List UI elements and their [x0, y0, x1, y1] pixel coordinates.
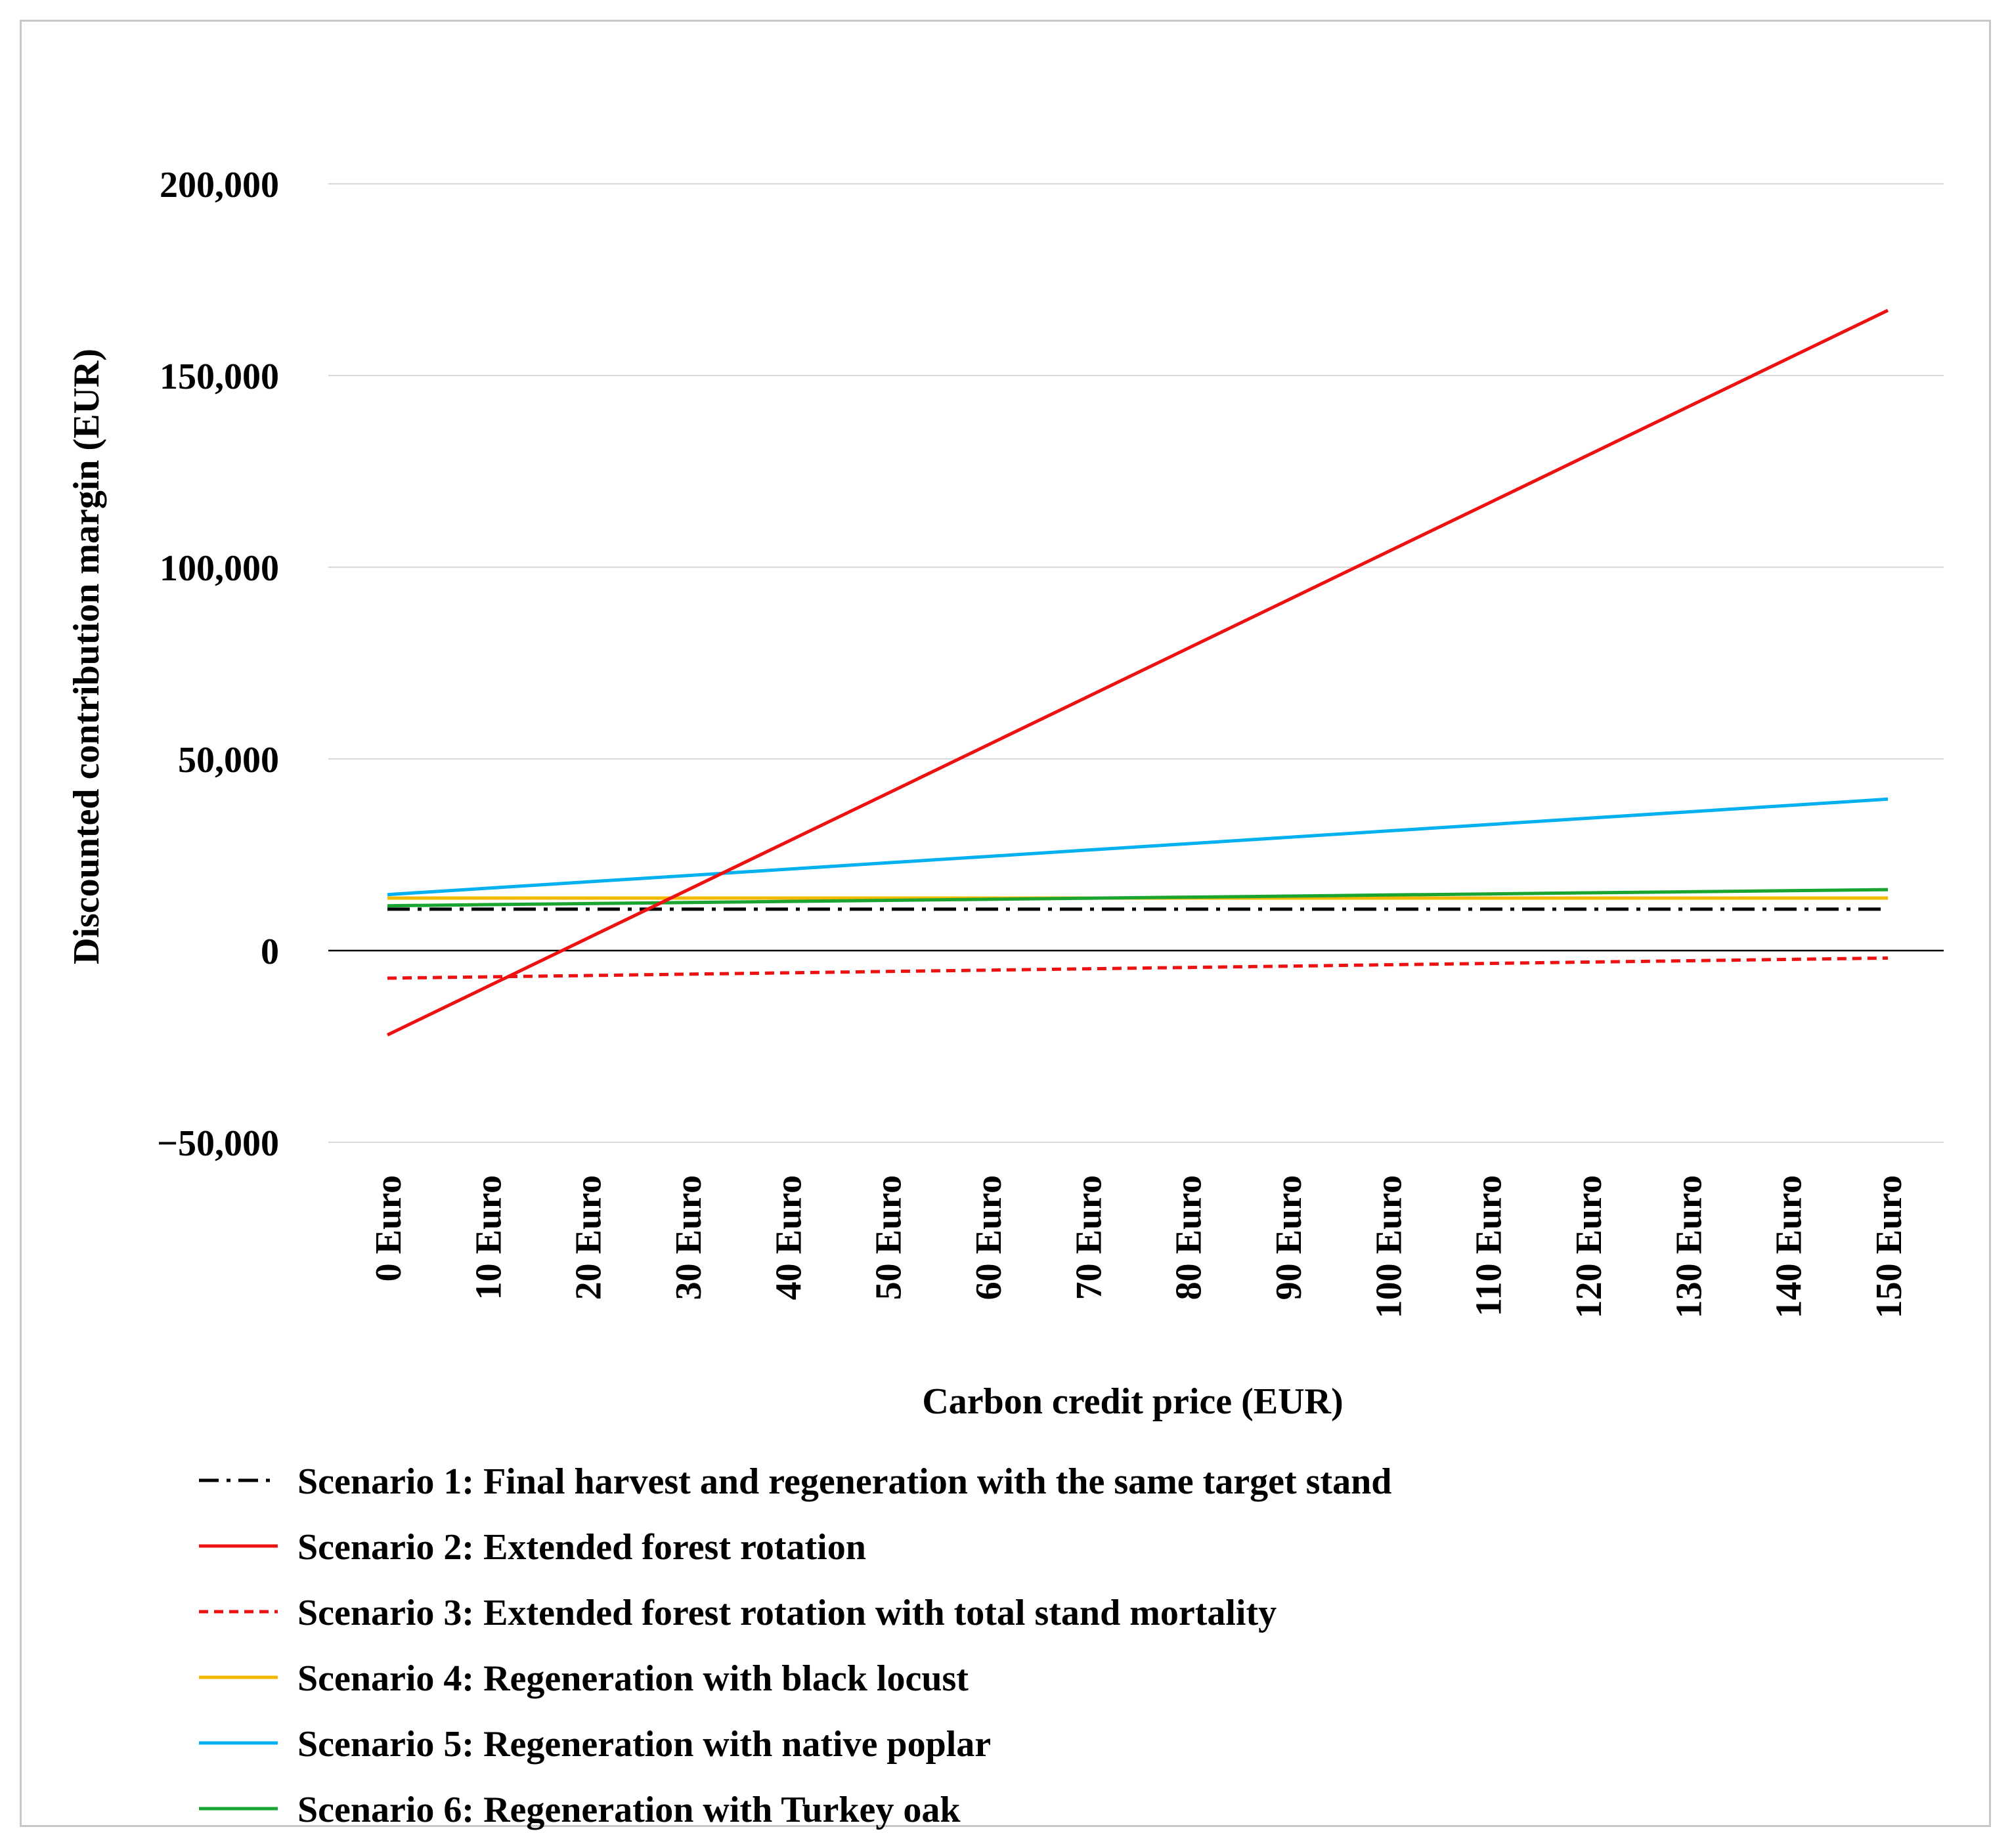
legend-label-scenario-6: Scenario 6: Regeneration with Turkey oak — [297, 1790, 961, 1830]
x-tick-label: 150 Euro — [1869, 1175, 1910, 1318]
legend: Scenario 1: Final harvest and regenerati… — [199, 1461, 1391, 1830]
y-axis-title: Discounted contribution margin (EUR) — [66, 349, 107, 964]
series-line-scenario-6 — [387, 888, 1889, 908]
series-line-scenario-3 — [387, 956, 1889, 980]
x-tick-label: 90 Euro — [1269, 1175, 1309, 1300]
x-tick-label: 120 Euro — [1569, 1175, 1609, 1318]
y-tick-label: 100,000 — [160, 548, 279, 589]
x-tick-label: 80 Euro — [1169, 1175, 1210, 1300]
y-tick-label: 200,000 — [160, 165, 279, 205]
x-tick-label: 100 Euro — [1368, 1175, 1409, 1318]
series-line-scenario-5 — [387, 797, 1889, 897]
series-line-scenario-2 — [386, 309, 1889, 1037]
x-tick-label: 130 Euro — [1669, 1175, 1709, 1318]
gridlines — [328, 183, 1944, 1143]
y-tick-label: −50,000 — [157, 1123, 279, 1164]
legend-label-scenario-1: Scenario 1: Final harvest and regenerati… — [297, 1461, 1391, 1502]
x-tick-labels: 0 Euro 10 Euro 20 Euro 30 Euro 40 Euro 50 Eur… — [368, 1175, 1910, 1318]
x-tick-label: 10 Euro — [468, 1175, 509, 1300]
y-tick-labels: −50,000 0 50,000 100,000 150,000 200,000 — [157, 165, 279, 1164]
x-tick-label: 50 Euro — [869, 1175, 909, 1300]
x-axis-title: Carbon credit price (EUR) — [922, 1381, 1343, 1422]
y-tick-label: 0 — [261, 932, 279, 972]
chart-frame — [20, 20, 1991, 1827]
series-lines — [386, 309, 1889, 1037]
x-tick-label: 140 Euro — [1769, 1175, 1810, 1318]
x-tick-label: 60 Euro — [969, 1175, 1009, 1300]
x-tick-label: 110 Euro — [1469, 1175, 1510, 1316]
y-tick-label: 150,000 — [160, 356, 279, 397]
x-tick-label: 20 Euro — [569, 1175, 609, 1300]
legend-label-scenario-4: Scenario 4: Regeneration with black locu… — [297, 1658, 969, 1699]
x-tick-label: 30 Euro — [668, 1175, 709, 1300]
x-tick-label: 70 Euro — [1068, 1175, 1109, 1300]
x-tick-label: 40 Euro — [768, 1175, 809, 1300]
y-tick-label: 50,000 — [178, 740, 279, 781]
x-tick-label: 0 Euro — [368, 1175, 409, 1281]
legend-label-scenario-5: Scenario 5: Regeneration with native pop… — [297, 1724, 991, 1765]
legend-label-scenario-3: Scenario 3: Extended forest rotation wit… — [297, 1593, 1277, 1633]
legend-label-scenario-2: Scenario 2: Extended forest rotation — [297, 1527, 866, 1568]
